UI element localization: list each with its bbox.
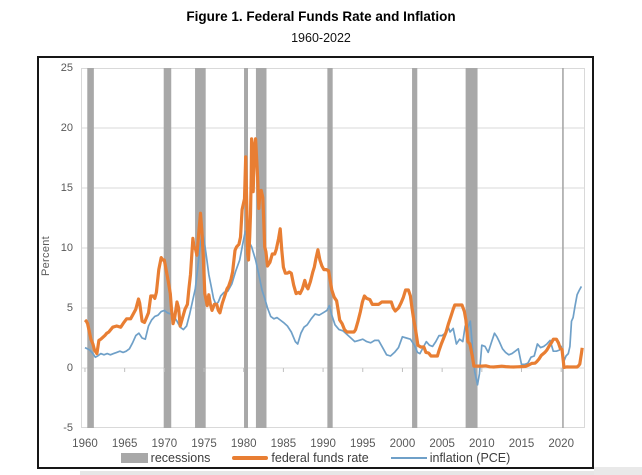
x-tick-label: 2015 bbox=[508, 438, 535, 450]
legend-item-inflation-pce: inflation (PCE) bbox=[390, 451, 511, 465]
legend: recessions federal funds rate inflation … bbox=[39, 451, 592, 465]
federal-funds-line-swatch-icon bbox=[232, 456, 269, 460]
legend-item-federal-funds-rate: federal funds rate bbox=[232, 451, 369, 465]
y-tick-label: 5 bbox=[66, 302, 73, 314]
y-tick-label: 0 bbox=[66, 362, 73, 374]
y-axis-tick-labels: 25 20 15 10 5 0 -5 bbox=[39, 58, 76, 467]
page-background-corner bbox=[594, 467, 642, 475]
x-tick-label: 1965 bbox=[111, 438, 138, 450]
y-tick-label: 10 bbox=[60, 242, 73, 254]
figure-subtitle: 1960-2022 bbox=[291, 31, 351, 45]
x-tick-label: 1990 bbox=[310, 438, 336, 450]
legend-label-inflation-pce: inflation (PCE) bbox=[429, 451, 511, 465]
figure-title: Figure 1. Federal Funds Rate and Inflati… bbox=[186, 9, 456, 24]
legend-label-recessions: recessions bbox=[150, 451, 211, 465]
x-tick-label: 1960 bbox=[72, 438, 98, 450]
x-tick-label: 1995 bbox=[349, 438, 376, 450]
y-tick-label: 25 bbox=[60, 62, 73, 74]
legend-label-federal-funds-rate: federal funds rate bbox=[271, 451, 369, 465]
x-tick-label: 2005 bbox=[429, 438, 455, 450]
x-tick-label: 1970 bbox=[151, 438, 178, 450]
chart-frame: Percent 25 20 15 10 5 0 -5 1960 1965 1970 1975 198… bbox=[37, 56, 594, 469]
x-tick-label: 1980 bbox=[230, 438, 257, 450]
legend-item-recessions: recessions bbox=[120, 451, 211, 465]
y-tick-label: -5 bbox=[63, 422, 73, 434]
x-tick-label: 2010 bbox=[469, 438, 495, 450]
y-tick-label: 20 bbox=[60, 122, 73, 134]
x-tick-label: 2000 bbox=[389, 438, 416, 450]
x-tick-label: 2020 bbox=[548, 438, 574, 450]
page-background-strip bbox=[80, 471, 642, 475]
recessions-swatch-icon bbox=[120, 453, 148, 463]
x-tick-label: 1985 bbox=[270, 438, 297, 450]
x-tick-label: 1975 bbox=[191, 438, 217, 450]
plot-canvas bbox=[81, 68, 585, 428]
y-tick-label: 15 bbox=[60, 182, 73, 194]
x-axis-tick-labels: 1960 1965 1970 1975 1980 1985 1990 1995 2000 2005… bbox=[72, 437, 585, 451]
inflation-line-swatch-icon bbox=[390, 457, 427, 459]
